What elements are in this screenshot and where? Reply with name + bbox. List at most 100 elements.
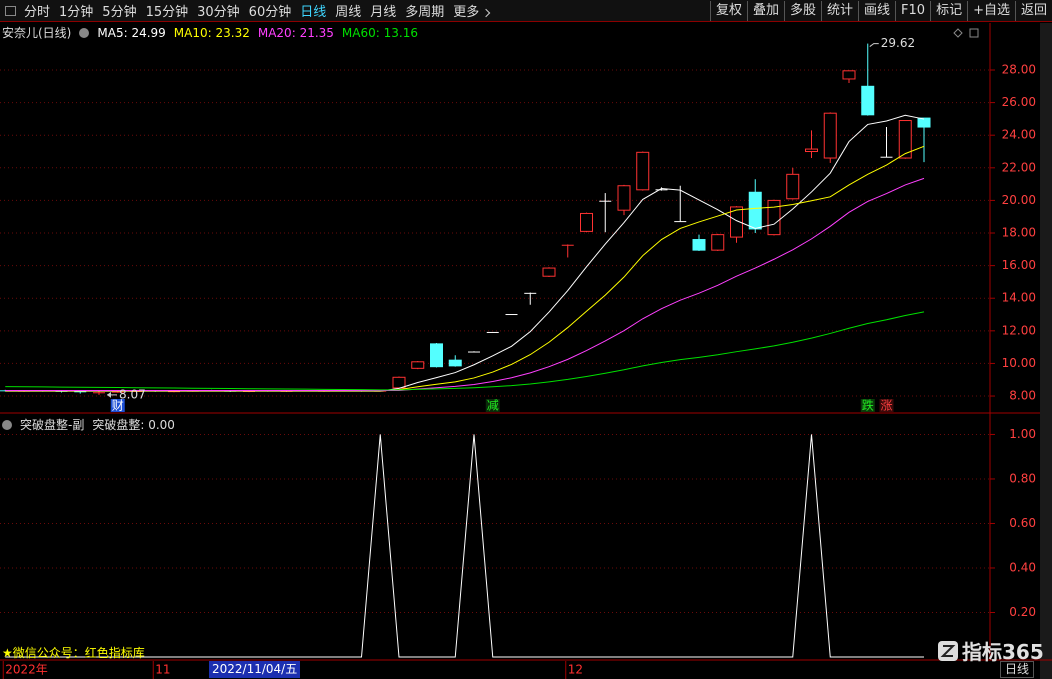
low-label: 8.07 [119,387,146,401]
high-pointer [869,43,879,47]
event-badge [485,399,500,412]
menu-icon[interactable] [5,6,16,16]
tool-button[interactable]: F10 [895,0,930,21]
x-tick-label: 2022年 [5,663,48,677]
candle-body [448,359,462,367]
candle-body [411,361,425,369]
series-line [5,177,925,391]
tool-button[interactable]: 统计 [821,0,858,21]
legend-name: MA60 [342,26,384,40]
series-line [5,434,924,658]
event-badge [110,399,125,412]
legend-name: 突破盘整 [92,418,148,432]
y-tick-label: 14.00 [1002,291,1036,305]
candle-body [617,185,631,211]
candle-body [711,234,725,251]
high-label: 29.62 [881,36,915,50]
period-tab[interactable]: 更多 [453,1,489,20]
candle-body [542,267,556,277]
legend-item: MA1023.32 [174,26,250,40]
tool-button[interactable]: 叠加 [746,0,784,21]
legend: MA524.99 MA1023.32 MA2021.35 MA6013.16 [97,26,418,40]
period-tab[interactable]: 日线 [300,5,327,20]
y-tick-label: 0.80 [1009,471,1036,485]
y-tick-label: 1.00 [1009,427,1036,441]
x-tick-label: 11 [155,663,170,677]
cursor-date: 2022/11/04/五 [209,661,301,678]
y-tick-label: 16.00 [1002,258,1036,272]
candle-body [842,70,856,80]
legend-item: MA2021.35 [258,26,334,40]
period-tab[interactable]: 分时 [24,5,51,20]
period-tab[interactable]: 1分钟 [59,5,94,20]
legend-value: 24.99 [131,25,166,40]
event-label: 跌 [862,398,874,413]
candle-body [786,173,800,200]
candle-body [823,112,837,159]
legend-value: 13.16 [383,25,418,40]
period-tab[interactable]: 5分钟 [102,5,137,20]
legend-value: 21.35 [299,25,334,40]
candle-body [692,239,706,251]
tool-button[interactable]: 多股 [783,0,821,21]
icon-diamond[interactable] [953,28,963,38]
period-tab[interactable]: 多周期 [405,5,445,20]
side-strip [1040,23,1052,679]
indicator-title: 突破盘整-副 [20,418,85,432]
event-label: 财 [112,399,124,413]
candle-body [636,151,650,191]
period-tab[interactable]: 60分钟 [248,5,292,20]
event-badge [860,399,875,412]
tool-button[interactable]: 画线 [858,0,895,21]
event-label: 涨 [880,398,892,413]
y-tick-label: 8.00 [1009,389,1036,403]
tool-button[interactable]: 返回 [1014,0,1052,21]
settings-icon[interactable] [2,419,12,430]
y-tick-label: 0.40 [1009,560,1036,574]
candle-body [767,199,781,236]
y-tick-label: 26.00 [1002,95,1036,109]
legend-item: MA524.99 [97,26,165,40]
legend-item: MA6013.16 [342,26,418,40]
low-arrowhead [107,391,111,398]
toolbar: 分时 1分钟 5分钟 15分钟 30分钟 60分钟 日线 周线 月线 多周期 更多 复权 叠加 多股 统计… [0,0,1052,22]
candle-body [805,148,818,153]
notice: ★微信公众号：红色指标库 [2,646,145,660]
x-tick-label: 12 [568,663,583,677]
event-label: 减 [487,399,499,413]
tool-button[interactable]: +自选 [967,0,1015,21]
y-tick-label: 0.60 [1009,516,1036,530]
event-badge [879,399,894,412]
legend-value: 23.32 [215,25,250,40]
indicator-header: 突破盘整-副 突破盘整0.00 [2,416,175,433]
candle-body [917,117,931,128]
candle-body [580,212,593,232]
tool-button[interactable]: 标记 [930,0,967,21]
period-label[interactable]: 日线 [1000,661,1035,678]
watermark: 指标365 [962,640,1044,664]
settings-icon[interactable] [79,27,90,38]
y-tick-label: 10.00 [1002,356,1036,370]
period-tab[interactable]: 周线 [335,5,362,20]
legend-item: 突破盘整0.00 [92,416,175,433]
tool-button[interactable]: 复权 [709,0,747,21]
period-tab[interactable]: 15分钟 [145,5,189,20]
y-tick-label: 24.00 [1002,128,1036,142]
y-tick-label: 20.00 [1002,193,1036,207]
icon-square[interactable] [969,28,979,38]
chart-title: 安奈儿(日线) [2,26,72,40]
candle-body [730,206,743,238]
y-tick-label: 0.20 [1009,605,1036,619]
candle-body [861,85,875,116]
candle-body [748,191,762,230]
legend-name: MA10 [174,26,216,40]
period-tab[interactable]: 30分钟 [197,5,240,20]
period-tabs: 分时 1分钟 5分钟 15分钟 30分钟 60分钟 日线 周线 月线 多周期 更多 [0,1,489,20]
series-line [5,311,925,391]
y-tick-label: 28.00 [1002,62,1036,76]
y-tick-label: 22.00 [1002,160,1036,174]
period-tab[interactable]: 月线 [370,5,397,20]
legend-name: MA5 [97,26,131,40]
